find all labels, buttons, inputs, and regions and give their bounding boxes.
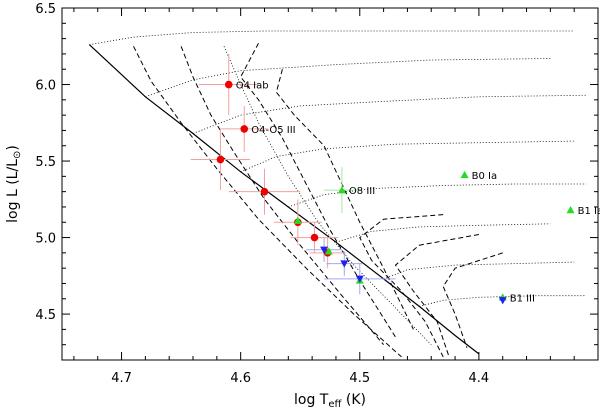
data-point-circle xyxy=(310,233,319,242)
isochrone-dashed xyxy=(275,69,414,330)
y-axis-title: log L (L/L⊙) xyxy=(5,145,23,223)
y-tick-label: 5.0 xyxy=(35,232,56,247)
data-point-triangle-up xyxy=(566,206,575,214)
point-label: B1 Iab xyxy=(578,206,600,217)
evolutionary-track xyxy=(89,30,575,46)
point-label: O4-O5 III xyxy=(251,125,295,136)
annotations: O4 Iab O4-O5 III O8 III B0 Ia B1 Iab B1 III xyxy=(236,81,600,305)
x-tick-label: 4.7 xyxy=(111,371,132,386)
data-point-triangle-down xyxy=(340,260,349,268)
data-point-triangle-up xyxy=(337,186,346,194)
zams-line xyxy=(88,44,480,355)
point-label: B1 III xyxy=(510,293,535,304)
data-point-triangle-up xyxy=(460,170,469,179)
point-label: O4 Iab xyxy=(236,81,269,92)
isochrone-dashed xyxy=(394,234,479,358)
isochrone-dashed xyxy=(240,42,396,338)
x-tick-label: 4.5 xyxy=(349,371,370,386)
isochrone-dashed xyxy=(180,46,384,346)
x-tick-label: 4.4 xyxy=(469,371,490,386)
evolutionary-track xyxy=(288,183,587,208)
data-point-circle xyxy=(224,80,233,89)
point-label: O8 III xyxy=(349,186,375,197)
x-tick-label: 4.6 xyxy=(230,371,251,386)
evolutionary-track xyxy=(145,58,551,98)
data-markers xyxy=(216,80,575,305)
evolutionary-track xyxy=(335,223,551,243)
axis-ticks: 4.7 4.6 4.5 4.4 4.5 5.0 5.5 6.0 6.5 xyxy=(35,2,599,386)
data-point-triangle-down xyxy=(498,297,507,305)
evolutionary-track xyxy=(240,140,575,173)
model-curves xyxy=(88,30,587,358)
isochrone-dashed xyxy=(133,46,402,358)
y-tick-label: 6.5 xyxy=(35,2,56,17)
data-point-circle xyxy=(216,155,225,164)
data-point-triangle-up xyxy=(293,216,302,224)
data-point-circle xyxy=(260,187,269,196)
error-bars xyxy=(190,53,396,295)
data-point-triangle-down xyxy=(355,275,364,283)
data-point-circle xyxy=(240,125,249,133)
isochrone-dashed xyxy=(359,214,444,358)
isochrone-dashed xyxy=(442,252,503,348)
evolutionary-track xyxy=(192,94,587,134)
y-tick-label: 6.0 xyxy=(35,79,56,94)
x-axis-title: log Teff (K) xyxy=(294,392,366,410)
evolutionary-track xyxy=(419,295,587,307)
data-point-triangle-down xyxy=(320,246,329,254)
plot-frame xyxy=(61,7,599,361)
point-label: B0 Ia xyxy=(472,171,497,182)
tams-dotted xyxy=(223,46,432,345)
y-tick-label: 4.5 xyxy=(35,308,56,323)
y-tick-label: 5.5 xyxy=(35,155,56,170)
data-point-triangle-up xyxy=(324,247,333,255)
